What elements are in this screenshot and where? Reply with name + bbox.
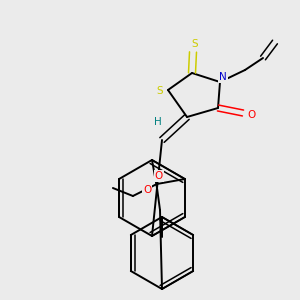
Text: H: H (154, 117, 162, 127)
Text: N: N (219, 72, 227, 82)
Text: S: S (157, 86, 163, 96)
Text: O: O (155, 171, 163, 181)
Text: O: O (143, 185, 151, 195)
Text: O: O (247, 110, 255, 120)
Text: S: S (192, 39, 198, 49)
